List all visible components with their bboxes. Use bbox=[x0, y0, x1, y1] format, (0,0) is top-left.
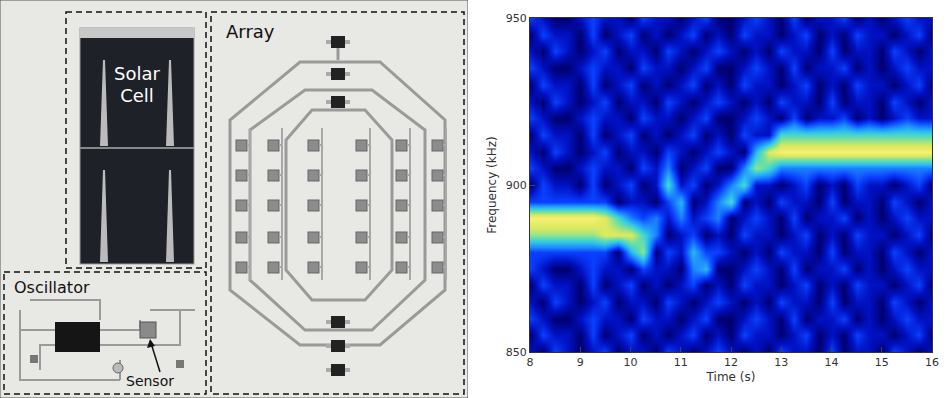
svg-text:850: 850 bbox=[506, 346, 527, 359]
svg-text:950: 950 bbox=[506, 12, 527, 25]
svg-text:12: 12 bbox=[724, 356, 738, 369]
svg-text:Time (s): Time (s) bbox=[706, 370, 756, 384]
svg-text:13: 13 bbox=[774, 356, 788, 369]
svg-text:Array: Array bbox=[226, 21, 275, 42]
svg-text:Oscillator: Oscillator bbox=[14, 278, 90, 297]
svg-text:9: 9 bbox=[577, 356, 584, 369]
svg-text:15: 15 bbox=[875, 356, 889, 369]
svg-text:Frequency (kHz): Frequency (kHz) bbox=[485, 136, 499, 233]
svg-text:Cell: Cell bbox=[120, 85, 154, 106]
svg-text:10: 10 bbox=[624, 356, 638, 369]
svg-text:Sensor: Sensor bbox=[126, 373, 174, 389]
svg-text:8: 8 bbox=[527, 356, 534, 369]
svg-text:11: 11 bbox=[674, 356, 688, 369]
svg-text:Solar: Solar bbox=[114, 63, 160, 84]
svg-text:16: 16 bbox=[925, 356, 939, 369]
svg-text:900: 900 bbox=[506, 179, 527, 192]
svg-text:14: 14 bbox=[825, 356, 839, 369]
